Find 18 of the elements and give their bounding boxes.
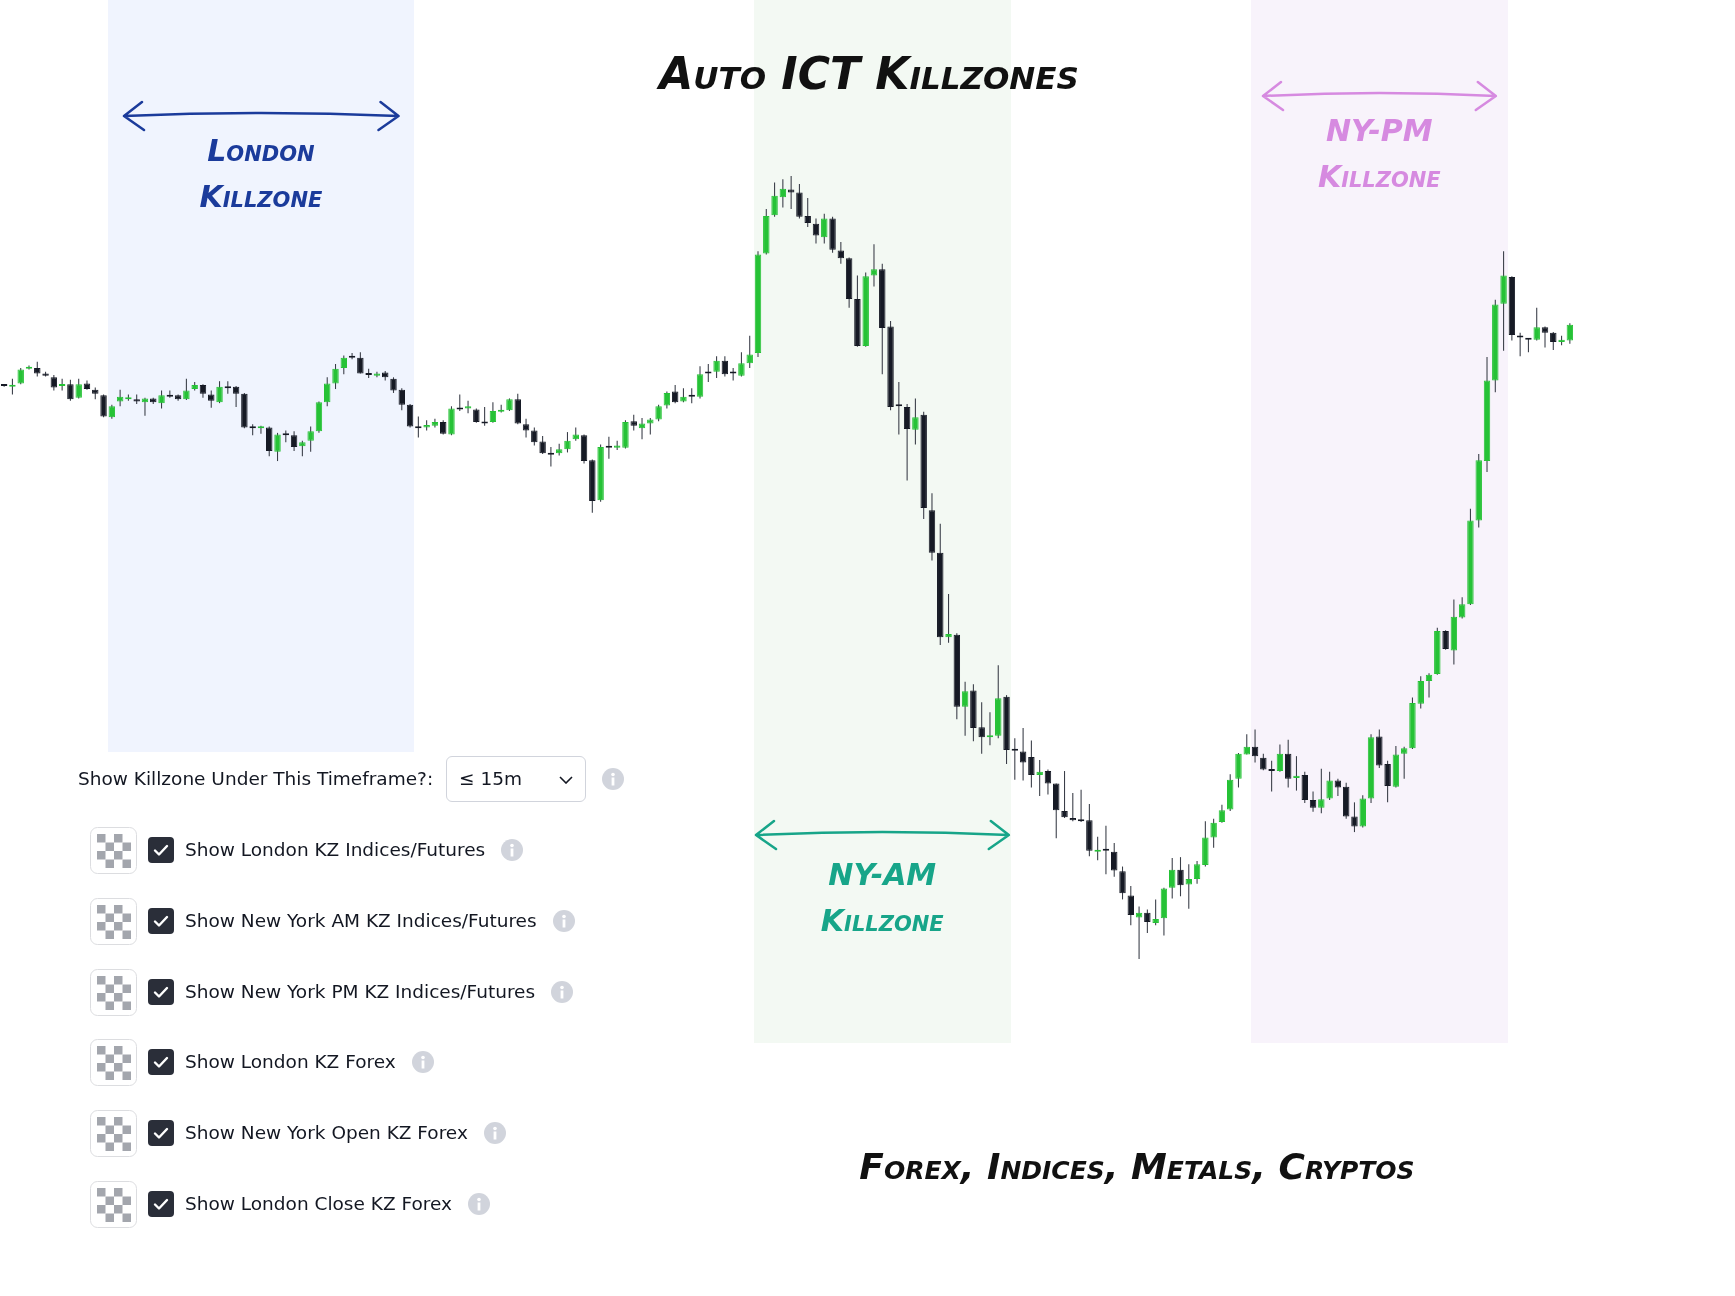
candlestick — [638, 418, 646, 440]
text: Show New York PM KZ Indices/Futures — [185, 980, 536, 1002]
annotation: NY-AM Killzone — [819, 856, 945, 940]
annotation: Show New York AM KZ Indices/Futures — [185, 909, 537, 931]
annotation: Show Killzone Under This Timeframe?: — [78, 768, 434, 789]
chart-title: Auto ICT Killzones — [655, 48, 1080, 99]
text: Forex, Indices, Metals, Cryptos — [858, 1146, 1416, 1187]
annotation: Show London KZ Indices/Futures — [185, 839, 486, 860]
annotation: London Killzone — [198, 132, 324, 216]
text: Show London Close KZ Forex — [185, 1193, 452, 1214]
candlestick — [1541, 326, 1549, 348]
text: Show New York Open KZ Forex — [185, 1122, 468, 1144]
text: Show London KZ Forex — [185, 1051, 396, 1073]
dropdown: ≤ 15m — [446, 756, 586, 802]
candlestick — [870, 244, 878, 287]
annotation: ≤ 15m — [459, 768, 522, 789]
candlestick — [812, 218, 820, 244]
annotation: NY-PM Killzone — [1316, 112, 1442, 196]
